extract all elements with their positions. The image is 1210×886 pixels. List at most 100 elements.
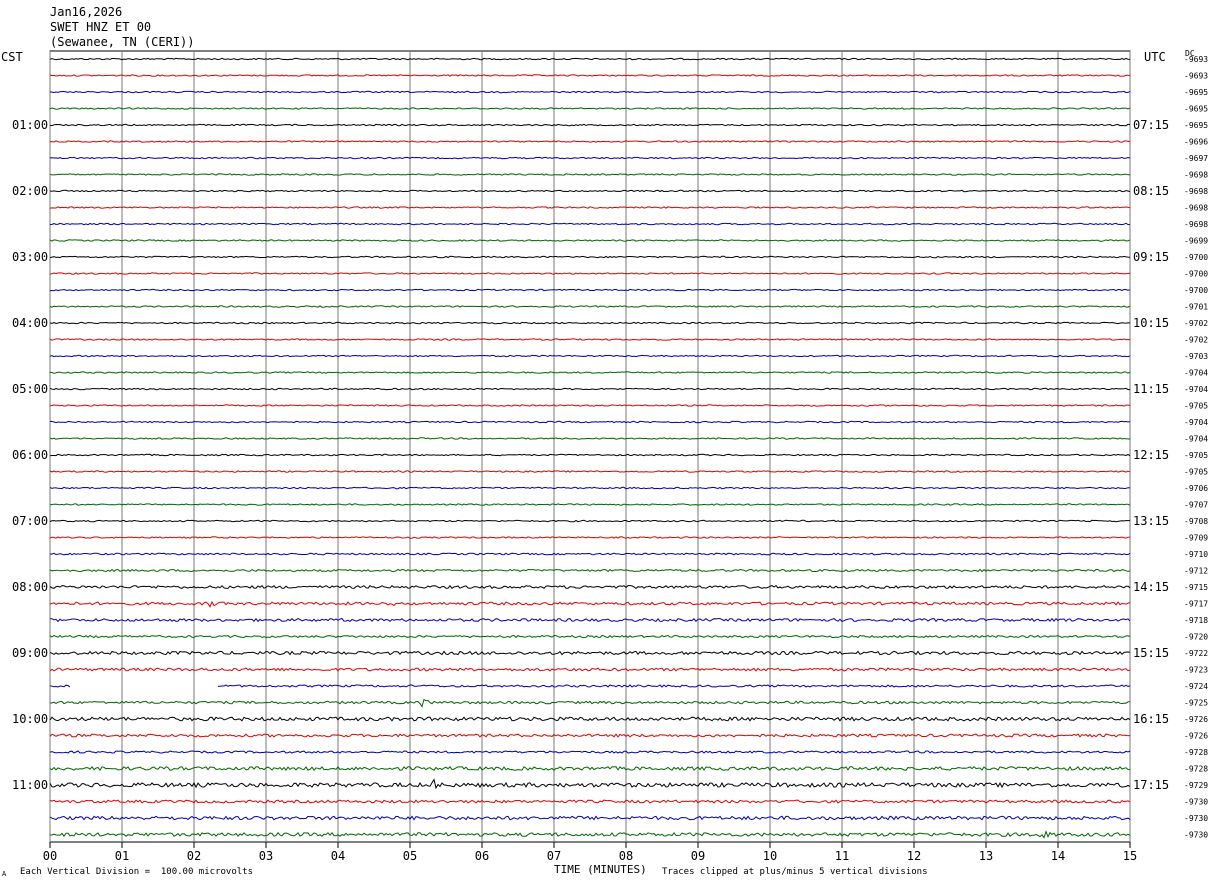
minute-gridlines — [49, 50, 1131, 848]
trace-row — [50, 830, 1131, 839]
dc-offset-label: -9701 — [1184, 303, 1208, 312]
dc-offset-label: -9712 — [1184, 567, 1208, 576]
dc-offset-label: -9722 — [1184, 649, 1208, 658]
dc-header-label: DC — [1185, 49, 1195, 58]
trace-row — [49, 617, 1131, 623]
trace-row — [49, 552, 1131, 556]
trace-row — [49, 354, 1131, 358]
trace-row — [49, 189, 1131, 193]
dc-offset-label: -9707 — [1184, 501, 1208, 510]
trace-row — [49, 584, 1131, 590]
x-tick-label: 04 — [331, 849, 345, 863]
trace-row — [49, 222, 1131, 226]
dc-offset-label: -9730 — [1184, 798, 1208, 807]
cst-hour-label: 07:00 — [12, 514, 48, 528]
dc-offset-label: -9726 — [1184, 732, 1208, 741]
trace-row — [49, 139, 1131, 143]
trace-row — [49, 684, 1131, 688]
dc-offset-label: -9720 — [1184, 633, 1208, 642]
trace-row — [49, 799, 1131, 804]
corner-mark: A — [2, 870, 7, 878]
dc-offset-label: -9705 — [1184, 468, 1208, 477]
trace-row — [49, 750, 1131, 754]
utc-hour-label: 07:15 — [1133, 118, 1169, 132]
trace-row — [49, 173, 1130, 176]
x-tick-label: 05 — [403, 849, 417, 863]
trace-row — [49, 453, 1131, 457]
dc-offset-label: -9695 — [1184, 105, 1208, 114]
x-tick-label: 01 — [115, 849, 129, 863]
axis-labels: 00 01 02 03 04 05 06 07 08 09 10 11 12 13 14 15 -9693 -96… — [12, 55, 1208, 863]
dc-offset-label: -9717 — [1184, 600, 1208, 609]
dc-offset-label: -9710 — [1184, 550, 1208, 559]
trace-row — [49, 90, 1131, 94]
cst-zone-label: CST — [1, 50, 23, 64]
cst-hour-label: 08:00 — [12, 580, 48, 594]
x-tick-label: 12 — [907, 849, 921, 863]
trace-row — [49, 650, 1131, 656]
dc-offset-label: -9698 — [1184, 204, 1208, 213]
cst-hour-label: 06:00 — [12, 448, 48, 462]
dc-offset-label: -9702 — [1184, 336, 1208, 345]
trace-row — [49, 305, 1131, 308]
x-tick-label: 09 — [691, 849, 705, 863]
utc-hour-label: 13:15 — [1133, 514, 1169, 528]
utc-zone-label: UTC — [1144, 50, 1166, 64]
trace-row — [49, 272, 1131, 275]
utc-hour-label: 15:15 — [1133, 646, 1169, 660]
x-tick-label: 14 — [1051, 849, 1065, 863]
dc-offset-label: -9709 — [1184, 534, 1208, 543]
cst-hour-label: 04:00 — [12, 316, 48, 330]
utc-hour-label: 14:15 — [1133, 580, 1169, 594]
trace-row — [49, 503, 1131, 506]
utc-hour-label: 08:15 — [1133, 184, 1169, 198]
x-tick-label: 06 — [475, 849, 489, 863]
dc-offset-label: -9728 — [1184, 765, 1208, 774]
utc-hour-label: 10:15 — [1133, 316, 1169, 330]
vertical-division-note: Each Vertical Division = 100.00 microvol… — [20, 867, 253, 877]
utc-hour-label: 12:15 — [1133, 448, 1169, 462]
dc-offset-label: -9730 — [1184, 831, 1208, 840]
dc-offset-label: -9695 — [1184, 121, 1208, 130]
trace-row — [49, 420, 1131, 424]
trace-row — [49, 765, 1131, 772]
dc-offset-label: -9718 — [1184, 616, 1208, 625]
trace-row — [49, 404, 1131, 407]
dc-offset-label: -9700 — [1184, 286, 1208, 295]
cst-hour-label: 10:00 — [12, 712, 48, 726]
utc-hour-label: 11:15 — [1133, 382, 1169, 396]
dc-offset-label: -9698 — [1184, 220, 1208, 229]
trace-row — [49, 778, 1131, 790]
dc-offset-label: -9704 — [1184, 385, 1208, 394]
dc-offset-label: -9700 — [1184, 253, 1208, 262]
x-tick-label: 07 — [547, 849, 561, 863]
trace-row — [49, 255, 1131, 259]
trace-row — [49, 206, 1131, 209]
dc-offset-label: -9699 — [1184, 237, 1208, 246]
trace-row — [49, 123, 1131, 127]
utc-hour-label: 09:15 — [1133, 250, 1169, 264]
utc-hour-label: 16:15 — [1133, 712, 1169, 726]
clip-note: Traces clipped at plus/minus 5 vertical … — [662, 867, 928, 877]
x-tick-label: 02 — [187, 849, 201, 863]
trace-row — [49, 107, 1131, 110]
dc-offset-label: -9693 — [1184, 55, 1208, 64]
dc-offset-label: -9706 — [1184, 484, 1208, 493]
dc-offset-label: -9698 — [1184, 187, 1208, 196]
dc-offset-label: -9730 — [1184, 814, 1208, 823]
dc-offset-label: -9696 — [1184, 138, 1208, 147]
dc-offset-label: -9723 — [1184, 666, 1208, 675]
date-label: Jan16,2026 — [50, 5, 123, 19]
x-tick-label: 11 — [835, 849, 849, 863]
trace-row — [49, 716, 1131, 722]
trace-row — [49, 815, 1131, 821]
trace-row — [49, 437, 1131, 440]
station-label: SWET HNZ ET 00 — [50, 20, 152, 34]
cst-hour-label: 02:00 — [12, 184, 48, 198]
dc-offset-label: -9705 — [1184, 402, 1208, 411]
x-axis-title: TIME (MINUTES) — [554, 863, 647, 876]
x-tick-label: 10 — [763, 849, 777, 863]
dc-offset-label: -9700 — [1184, 270, 1208, 279]
trace-row — [49, 288, 1131, 292]
